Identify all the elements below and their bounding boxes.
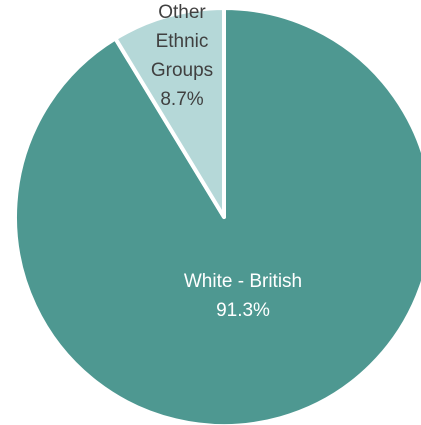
slice-percent-label: 8.7%: [160, 89, 203, 110]
pie-slice-white-british: [13, 6, 421, 425]
slice-label-other-ethnic-groups: Other Ethnic Groups 8.7%: [151, 2, 213, 110]
slice-category-label: Ethnic: [156, 31, 209, 52]
slice-category-label: Groups: [151, 60, 213, 81]
slices-layer: [13, 6, 421, 425]
slice-category-label: Other: [158, 2, 206, 23]
pie-slice-other-ethnic-groups: [113, 6, 226, 219]
slice-percent-label: 91.3%: [216, 300, 270, 321]
slice-label-white-british: White - British 91.3%: [184, 271, 302, 321]
slice-category-label: White - British: [184, 271, 302, 292]
labels-layer: White - British 91.3% Other Ethnic Groups 8.7…: [151, 2, 302, 321]
